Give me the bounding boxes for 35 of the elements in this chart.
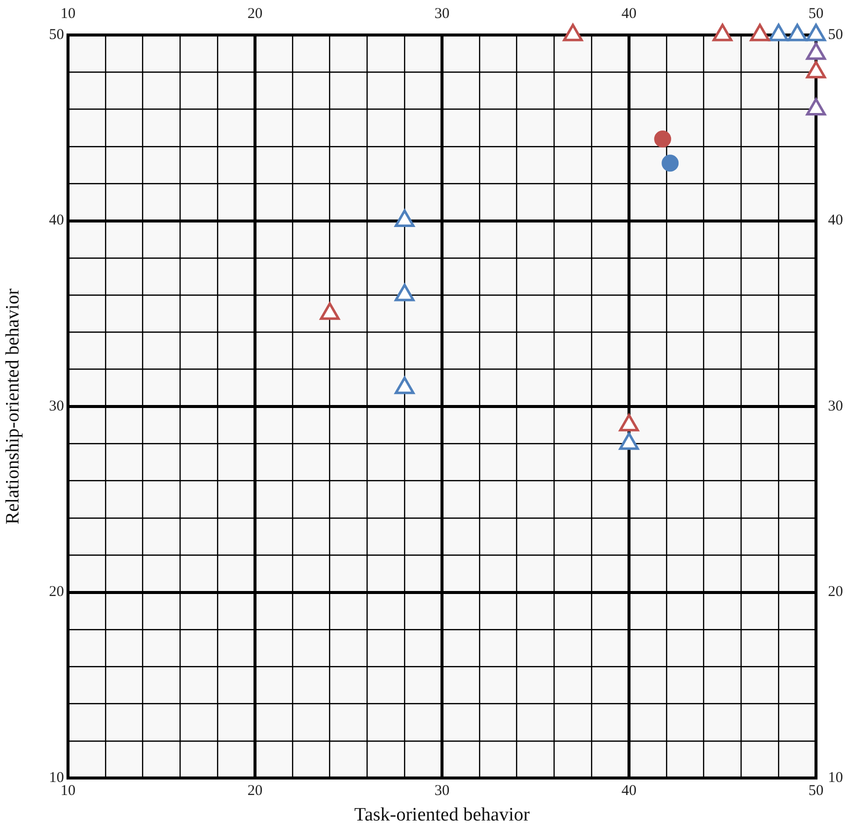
point	[806, 42, 826, 60]
point	[806, 24, 826, 42]
y-tick-label: 50	[49, 26, 64, 43]
x2-tick-label: 50	[808, 6, 824, 22]
point	[394, 284, 415, 302]
y2-tick-label: 50	[828, 26, 843, 43]
x-tick-label: 50	[808, 782, 824, 799]
x2-tick-label: 20	[248, 6, 262, 22]
point	[806, 60, 826, 78]
point	[320, 302, 340, 320]
x2-tick-label: 40	[622, 6, 636, 22]
point	[750, 24, 770, 42]
point	[394, 376, 415, 394]
x-axis-title: Task-oriented behavior	[354, 804, 530, 826]
point	[806, 98, 826, 116]
point	[768, 24, 789, 42]
y2-tick-label: 30	[828, 398, 843, 414]
y-tick-label: 20	[49, 584, 64, 600]
y-tick-label: 40	[49, 212, 64, 229]
x2-tick-label: 30	[434, 6, 450, 22]
y2-tick-label: 10	[828, 770, 843, 786]
x-tick-label: 30	[434, 782, 450, 799]
point	[394, 210, 415, 227]
point	[562, 24, 583, 42]
point	[712, 24, 732, 42]
x2-tick-label: 10	[60, 6, 76, 22]
y2-tick-label: 40	[828, 212, 843, 229]
x-tick-label: 40	[622, 782, 636, 799]
point	[787, 24, 808, 42]
point	[619, 414, 639, 432]
point	[619, 432, 639, 450]
y-axis-title: Relationship-oriented behavior	[2, 288, 24, 524]
y2-tick-label: 20	[828, 584, 843, 600]
x-tick-label: 20	[248, 782, 262, 799]
y-tick-label: 30	[49, 398, 64, 414]
